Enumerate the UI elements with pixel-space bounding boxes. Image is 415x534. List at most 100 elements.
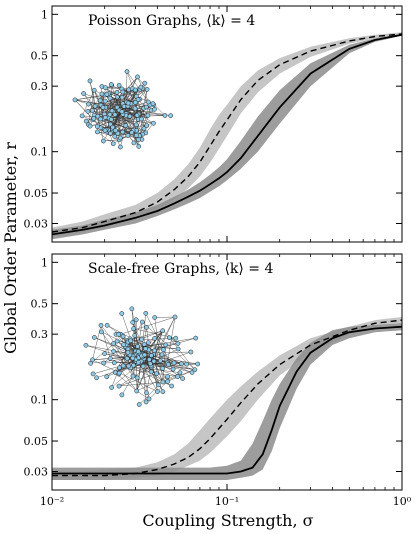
network-node: [130, 355, 136, 361]
network-node: [131, 362, 136, 368]
network-node: [175, 341, 181, 346]
network-graph-inset: [83, 306, 201, 407]
network-node: [145, 99, 151, 105]
network-node: [144, 390, 149, 396]
network-node: [104, 374, 110, 380]
network-node: [177, 370, 183, 375]
network-node: [139, 337, 145, 342]
y-tick-label: 0.3: [31, 80, 49, 93]
network-edge: [106, 361, 142, 377]
network-node: [143, 346, 148, 352]
network-edge: [169, 337, 196, 370]
network-node: [114, 94, 120, 100]
network-node: [103, 85, 108, 90]
network-node: [148, 361, 153, 367]
network-node: [123, 123, 129, 128]
solid-series-band: [52, 33, 402, 240]
network-node: [104, 322, 110, 328]
network-edge: [154, 316, 176, 318]
network-node: [159, 352, 165, 358]
network-edge: [151, 355, 182, 364]
x-tick-label: 10⁰: [393, 495, 412, 508]
network-node: [87, 123, 93, 129]
network-node: [102, 115, 108, 120]
network-node: [90, 108, 95, 113]
network-node: [102, 351, 107, 356]
network-node: [160, 347, 166, 353]
network-node: [175, 374, 180, 379]
network-node: [152, 336, 157, 341]
network-node: [150, 101, 156, 106]
network-node: [179, 361, 184, 367]
network-node: [134, 133, 139, 138]
dashed-series-line: [52, 319, 403, 477]
network-edge: [153, 348, 179, 362]
network-edge: [97, 131, 114, 144]
network-node: [129, 306, 135, 312]
network-edge: [111, 350, 155, 388]
network-node: [145, 113, 151, 118]
network-node: [189, 370, 195, 375]
network-node: [108, 131, 113, 136]
network-node: [146, 357, 152, 362]
network-node: [128, 338, 134, 344]
network-node: [101, 138, 106, 144]
network-node: [152, 106, 157, 112]
network-node: [109, 385, 114, 390]
network-node: [126, 87, 132, 93]
network-node: [108, 117, 114, 122]
network-node: [124, 356, 130, 361]
network-node: [136, 137, 141, 142]
network-node: [134, 112, 140, 118]
y-tick-label: 0.3: [31, 328, 49, 341]
top-panel-poisson: 1 0.5 0.3 0.1 0.05 0.03 Poisson Graphs, ⟨k⟩ = …: [24, 5, 403, 243]
network-edge: [150, 351, 191, 367]
network-edge: [74, 99, 101, 128]
network-node: [102, 98, 108, 104]
network-node: [175, 346, 181, 352]
x-tick-label: 10⁻²: [40, 495, 64, 508]
network-node: [131, 326, 136, 331]
network-node: [163, 342, 169, 348]
network-edge: [154, 317, 164, 383]
network-node: [72, 97, 78, 103]
network-node: [143, 310, 149, 316]
network-node: [152, 348, 157, 353]
network-node: [133, 122, 139, 128]
network-node: [121, 342, 126, 347]
network-node: [98, 322, 104, 328]
y-tick-label: 0.5: [31, 50, 49, 63]
network-node: [114, 90, 120, 95]
x-tick-label: 10⁻¹: [215, 495, 239, 508]
network-node: [192, 367, 198, 373]
network-node: [140, 363, 146, 369]
network-node: [111, 348, 116, 354]
network-node: [108, 82, 114, 87]
network-node: [109, 108, 115, 114]
network-node: [92, 335, 97, 340]
network-node: [134, 388, 140, 394]
network-node: [81, 91, 86, 96]
y-tick-label: 0.1: [31, 394, 49, 407]
network-node: [114, 338, 120, 344]
network-node: [99, 329, 104, 335]
plot-frame: [51, 253, 403, 491]
network-node: [173, 335, 179, 341]
network-node: [85, 109, 91, 114]
network-node: [91, 87, 97, 93]
network-node: [111, 360, 117, 366]
y-tick-label: 1: [41, 8, 48, 21]
panel-title: Scale-free Graphs, ⟨k⟩ = 4: [88, 261, 273, 277]
network-node: [154, 371, 159, 376]
network-node: [118, 144, 123, 150]
network-node: [133, 317, 139, 323]
panel-title: Poisson Graphs, ⟨k⟩ = 4: [88, 13, 255, 29]
network-node: [86, 101, 91, 107]
network-node: [152, 315, 158, 320]
network-node: [172, 314, 178, 320]
network-node: [90, 357, 95, 363]
y-tick-label: 1: [41, 256, 48, 269]
network-node: [119, 109, 125, 115]
network-node: [119, 311, 125, 316]
network-node: [141, 341, 147, 347]
